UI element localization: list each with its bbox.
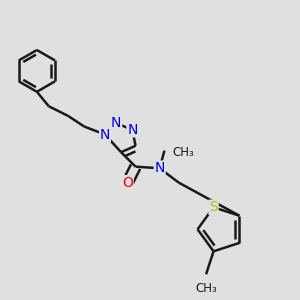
Text: N: N bbox=[100, 128, 110, 142]
Text: O: O bbox=[122, 176, 133, 190]
Text: N: N bbox=[111, 116, 122, 130]
Text: N: N bbox=[127, 123, 137, 137]
Text: CH₃: CH₃ bbox=[195, 282, 217, 295]
Text: CH₃: CH₃ bbox=[172, 146, 194, 159]
Text: S: S bbox=[209, 200, 218, 214]
Text: N: N bbox=[154, 161, 165, 175]
